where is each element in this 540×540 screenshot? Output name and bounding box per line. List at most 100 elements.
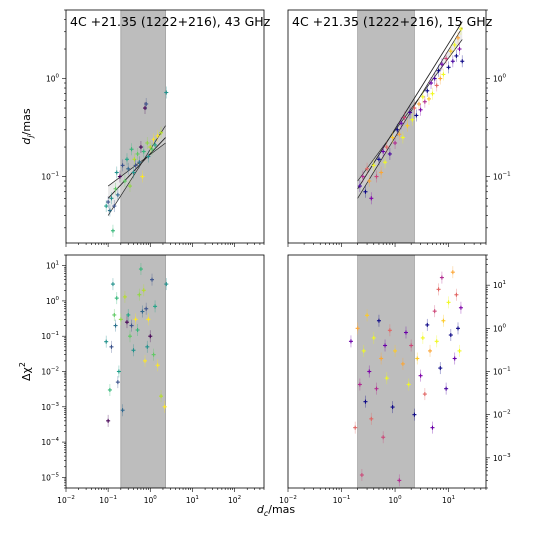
ticks (62, 9, 265, 247)
data-point (110, 224, 115, 237)
panel-top-right: 10−1 100 4C +21.35 (1222+216), 15 GHz (287, 9, 511, 247)
panel-title: 4C +21.35 (1222+216), 15 GHz (292, 14, 493, 29)
data-point (132, 153, 137, 166)
data-point (448, 45, 453, 58)
data-point (117, 170, 122, 183)
data-point (402, 111, 407, 124)
data-point (127, 180, 132, 193)
fit-line (107, 137, 166, 199)
y-tick-label: 10−5 (41, 472, 59, 482)
x-tick-label: 100 (389, 495, 403, 505)
y-tick-label: 10−1 (493, 367, 511, 377)
data-point (110, 278, 115, 291)
data-point (407, 106, 412, 119)
panel-bottom-right: 10−2 10−1 100 101 10−3 10−2 10−1 100 101 (279, 254, 511, 505)
data-point (436, 283, 441, 296)
fit-line (357, 21, 463, 190)
data-point (381, 431, 386, 444)
data-point (412, 408, 417, 421)
data-point (144, 97, 149, 110)
data-point (150, 143, 155, 156)
data-point (151, 348, 156, 361)
data-point (141, 145, 146, 158)
data-point (126, 162, 131, 175)
data-point (109, 192, 114, 205)
x-axis-label: dc/mas (257, 503, 296, 518)
data-point (109, 340, 114, 353)
data-point (112, 200, 117, 213)
data-point (138, 263, 143, 276)
data-point (383, 339, 388, 352)
fit-line (357, 39, 463, 182)
data-point (393, 136, 398, 149)
data-point (405, 119, 410, 132)
data-point (400, 131, 405, 144)
data-point (425, 84, 430, 97)
data-point (454, 288, 459, 301)
data-point (133, 159, 138, 172)
data-point (120, 159, 125, 172)
data-point (369, 412, 374, 425)
data-point (115, 188, 120, 201)
data-point (414, 109, 419, 122)
data-point (162, 400, 167, 413)
data-point (106, 414, 111, 427)
data-point (137, 156, 142, 169)
data-point (112, 308, 117, 321)
x-tick-label: 102 (228, 495, 241, 505)
data-point (164, 86, 169, 99)
panel-bottom-left: 10−2 10−1 100 101 102 10−5 10−4 10−3 10−2 10−1 100… (18, 254, 265, 505)
data-point (439, 271, 444, 284)
data-point (441, 68, 446, 81)
data-point (416, 97, 421, 110)
data-point (429, 77, 434, 90)
data-point (384, 372, 389, 385)
data-point (355, 322, 360, 335)
data-point (361, 344, 366, 357)
data-point (363, 185, 368, 198)
data-point (114, 166, 119, 179)
data-point (387, 324, 392, 337)
data-point (153, 300, 158, 313)
data-point (432, 72, 437, 85)
data-point (135, 147, 140, 160)
data-point (367, 365, 372, 378)
data-point (458, 23, 463, 36)
data-point (126, 308, 131, 321)
data-point (456, 31, 461, 44)
data-point (458, 301, 463, 314)
y-tick-label: 10−3 (41, 402, 59, 412)
shaded-band (120, 255, 166, 488)
data-point (146, 313, 151, 326)
shaded-band (357, 255, 415, 488)
data-point (406, 378, 411, 391)
data-point (153, 138, 158, 151)
y-tick-label: 101 (493, 280, 506, 290)
data-point (107, 204, 112, 217)
y-tick-label: 10−2 (493, 410, 511, 420)
data-point (454, 49, 459, 62)
ticks (287, 254, 490, 492)
plot-area (104, 10, 169, 243)
data-point (164, 278, 169, 291)
data-point (122, 175, 127, 188)
data-point (106, 196, 111, 209)
data-point (146, 150, 151, 163)
data-point (381, 145, 386, 158)
data-point (145, 340, 150, 353)
data-point (384, 141, 389, 154)
data-point (145, 136, 150, 149)
y-tick-label: 101 (46, 261, 59, 271)
data-point (148, 330, 153, 343)
data-point (115, 376, 120, 389)
data-point (456, 322, 461, 335)
data-point (122, 290, 127, 303)
data-point (387, 147, 392, 160)
y-tick-label: 100 (493, 74, 507, 84)
y-tick-label: 10−1 (41, 172, 59, 182)
data-point (393, 344, 398, 357)
data-point (120, 404, 125, 417)
data-point (397, 128, 402, 141)
data-point (430, 87, 435, 100)
data-point (434, 335, 439, 348)
